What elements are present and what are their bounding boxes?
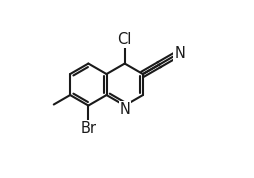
Text: Br: Br [80,121,96,136]
Text: N: N [120,102,131,117]
Text: Cl: Cl [118,32,132,47]
Text: N: N [174,46,185,61]
